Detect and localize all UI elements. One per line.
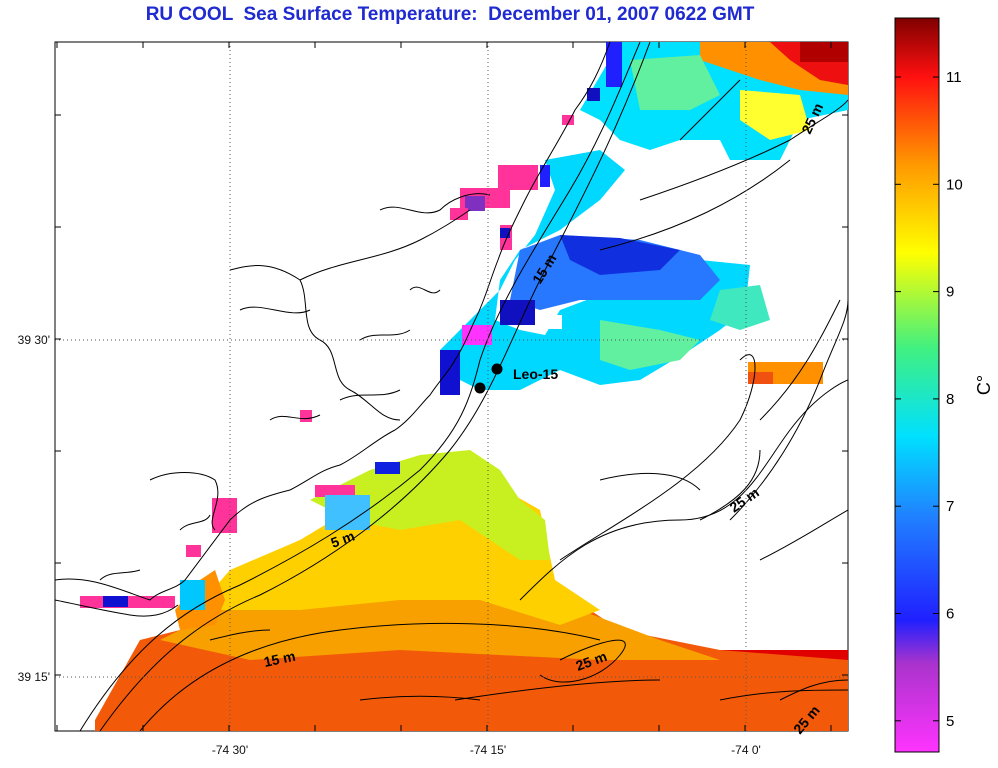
coastline: [55, 42, 848, 701]
colorbar-tick-label: 9: [946, 284, 954, 301]
station-marker: [474, 382, 486, 394]
colorbar-unit: C°: [974, 375, 994, 395]
colorbar-ticks: 11 10 9 8 7 6 5: [895, 69, 963, 730]
colorbar-tick-label: 7: [946, 498, 954, 515]
station-marker: [491, 363, 503, 375]
y-tick-label: 39 15': [18, 670, 50, 684]
depth-label: 5 m: [329, 528, 357, 551]
depth-label: 15 m: [262, 648, 297, 670]
depth-contours: [79, 42, 848, 731]
colorbar: [894, 17, 940, 753]
colorbar-tick-label: 5: [946, 713, 954, 730]
graticule: [55, 42, 848, 731]
colorbar-tick-label: 11: [946, 69, 962, 86]
x-tick-label: -74 15': [470, 743, 506, 757]
station-label: Leo-15: [513, 366, 558, 382]
sst-grid-layer: [80, 42, 848, 731]
colorbar-tick-label: 8: [946, 391, 954, 408]
colorbar-tick-label: 6: [946, 606, 954, 623]
x-tick-label: -74 0': [731, 743, 761, 757]
y-tick-label: 39 30': [18, 333, 50, 347]
colorbar-tick-label: 10: [946, 176, 963, 193]
x-tick-label: -74 30': [212, 743, 248, 757]
frame-ticks: [55, 42, 848, 731]
map-title: RU COOL Sea Surface Temperature: Decembe…: [145, 4, 755, 25]
